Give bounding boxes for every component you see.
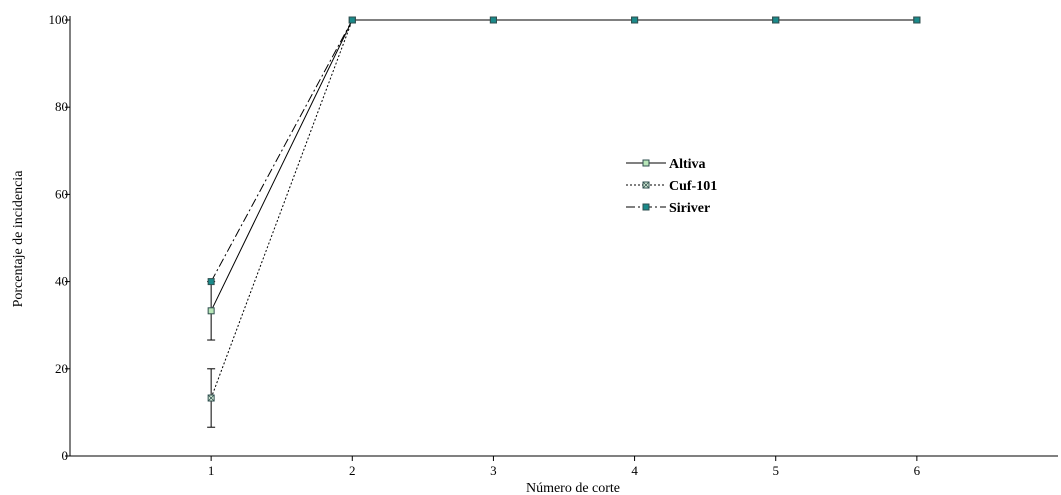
x-tick-label: 6 — [914, 463, 921, 478]
x-tick-label: 3 — [490, 463, 497, 478]
y-tick-label: 100 — [49, 12, 69, 27]
series-line-altiva — [210, 19, 917, 312]
series-line-siriver — [210, 19, 917, 282]
legend-marker-cuf-101 — [642, 181, 650, 189]
y-tick-label: 40 — [55, 274, 68, 289]
legend-marker-altiva — [642, 159, 650, 167]
y-tick-label: 80 — [55, 99, 68, 114]
x-tick-label: 4 — [631, 463, 638, 478]
data-point-altiva-box — [207, 307, 215, 315]
y-tick-label: 0 — [62, 448, 69, 463]
data-point-siriver — [913, 16, 921, 24]
x-tick-label: 1 — [208, 463, 215, 478]
x-tick-label: 5 — [772, 463, 779, 478]
data-point-siriver-box — [348, 16, 356, 24]
legend-label-siriver: Siriver — [669, 201, 710, 216]
series-line-cuf-101 — [210, 19, 917, 399]
x-axis-title: Número de corte — [526, 481, 620, 495]
series-layer — [207, 16, 921, 428]
data-point-siriver-box — [489, 16, 497, 24]
data-point-cuf-101-cross-b — [207, 394, 215, 402]
legend-marker-altiva-box — [642, 159, 650, 167]
data-point-siriver — [631, 16, 639, 24]
data-point-siriver-box — [772, 16, 780, 24]
legend-label-altiva: Altiva — [669, 157, 706, 172]
data-point-cuf-101 — [207, 394, 215, 402]
legend-marker-cuf-101-cross-b — [642, 181, 650, 189]
axes: 0 20 40 60 80 100 1 2 3 4 5 6 — [49, 12, 1058, 478]
legend: Altiva Cuf-101 Siriver — [626, 157, 717, 216]
y-tick-label: 20 — [55, 361, 68, 376]
data-point-siriver — [489, 16, 497, 24]
data-point-siriver — [207, 278, 215, 286]
legend-marker-siriver — [642, 203, 650, 211]
y-axis-title: Porcentaje de incidencia — [11, 170, 26, 308]
data-point-altiva — [207, 307, 215, 315]
data-point-siriver-box — [207, 278, 215, 286]
data-point-siriver — [348, 16, 356, 24]
legend-marker-siriver-box — [642, 203, 650, 211]
data-point-siriver — [772, 16, 780, 24]
x-tick-label: 2 — [349, 463, 356, 478]
y-tick-label: 60 — [55, 186, 68, 201]
legend-label-cuf-101: Cuf-101 — [669, 179, 717, 194]
data-point-siriver-box — [631, 16, 639, 24]
data-point-siriver-box — [913, 16, 921, 24]
